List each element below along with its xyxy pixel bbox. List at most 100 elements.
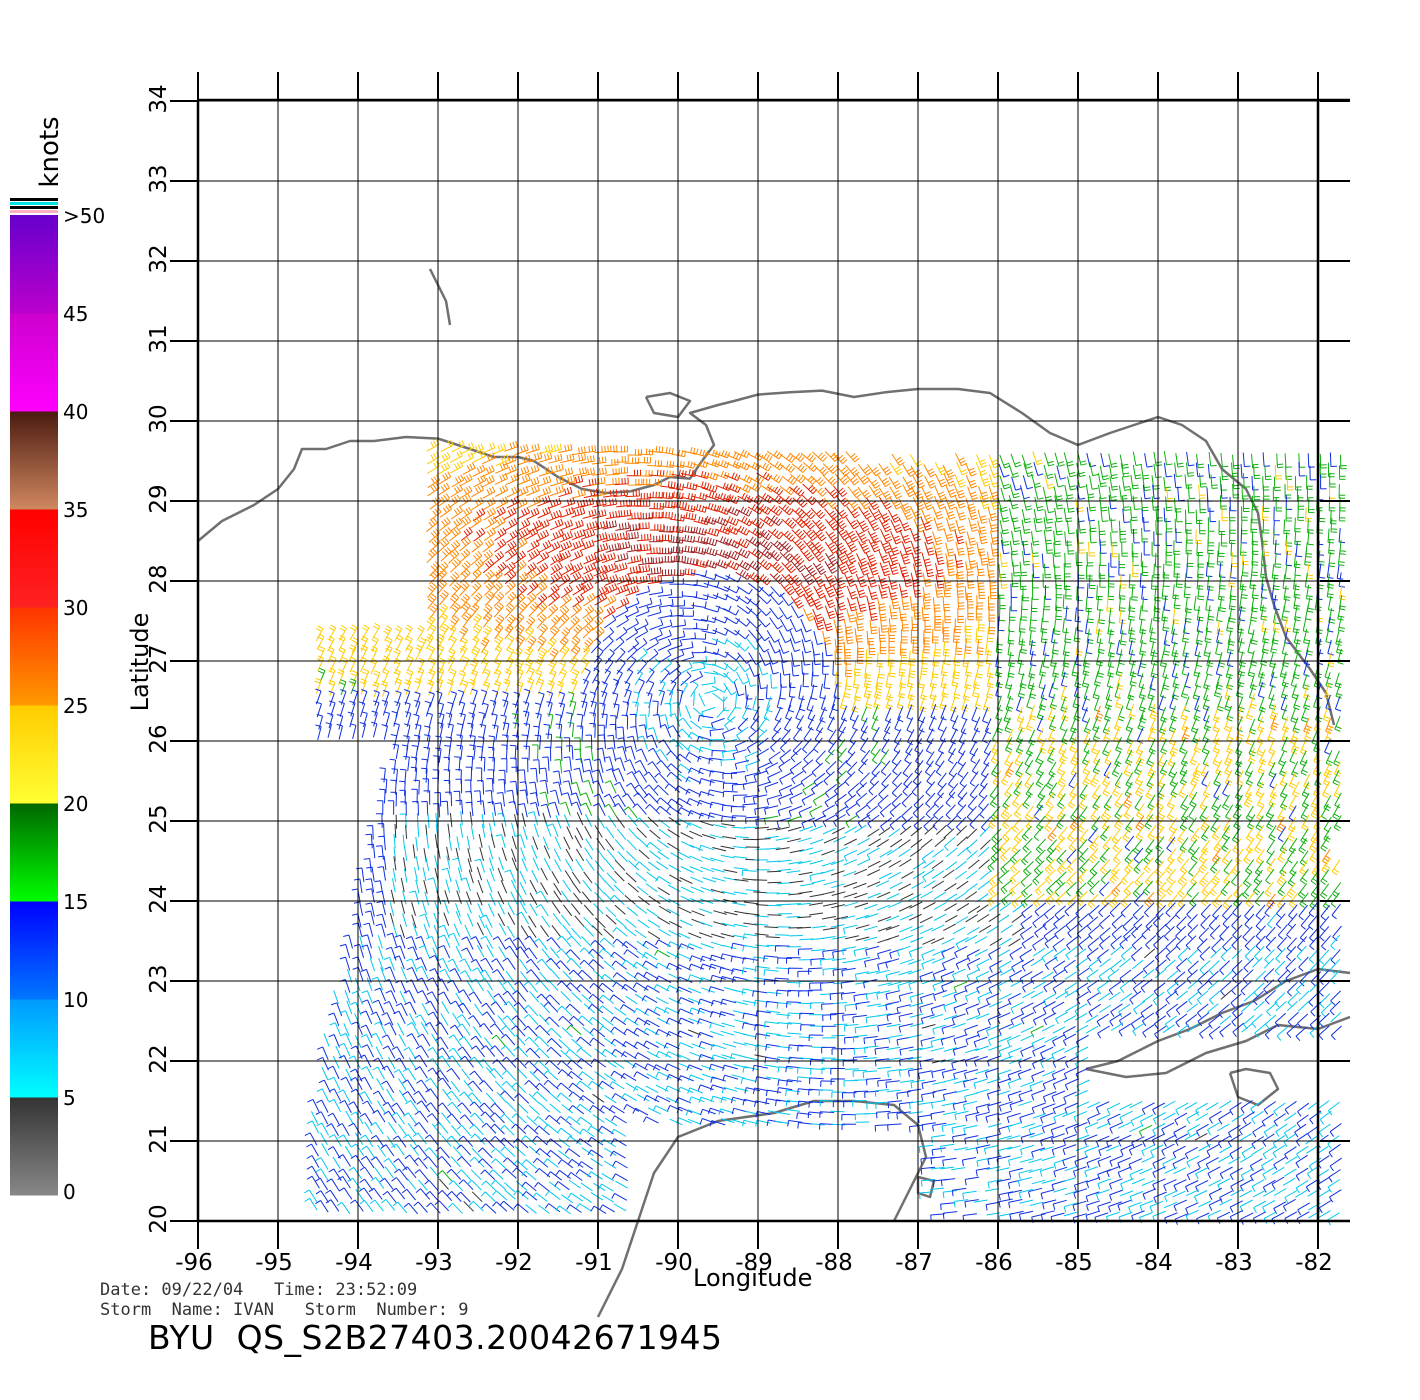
- wind-barb: [871, 748, 881, 765]
- wind-barb: [776, 1002, 792, 1009]
- wind-barb: [1064, 1045, 1078, 1053]
- wind-barb: [1199, 519, 1206, 535]
- wind-barb: [481, 442, 496, 454]
- wind-barb: [1009, 870, 1021, 885]
- wind-barb: [1109, 476, 1119, 491]
- wind-barb: [1196, 574, 1204, 590]
- wind-barb: [1086, 992, 1100, 1006]
- wind-barb: [734, 836, 749, 839]
- wind-barb: [1210, 817, 1219, 834]
- wind-barb: [510, 848, 517, 863]
- wind-barb: [390, 734, 398, 750]
- wind-barb: [1041, 1024, 1055, 1032]
- wind-barb: [403, 1046, 417, 1060]
- wind-barb: [923, 629, 930, 645]
- wind-barb: [535, 712, 542, 729]
- wind-barb: [964, 673, 972, 690]
- wind-barb: [978, 486, 989, 501]
- wind-barb: [922, 530, 934, 545]
- wind-barb: [1140, 628, 1147, 645]
- wind-barb: [637, 659, 647, 675]
- wind-barb: [680, 504, 696, 513]
- wind-barb: [1319, 463, 1327, 478]
- wind-barb: [427, 593, 437, 610]
- wind-barb: [732, 846, 747, 849]
- wind-barb: [1268, 694, 1277, 711]
- wind-barb: [944, 836, 956, 852]
- wind-barb: [423, 879, 428, 894]
- wind-barb: [471, 484, 485, 498]
- wind-barb: [955, 452, 968, 467]
- wind-barb: [756, 559, 772, 571]
- colorbar-tick-label: 20: [63, 792, 88, 816]
- wind-barb: [769, 540, 786, 552]
- wind-barb: [733, 538, 750, 549]
- wind-barb: [852, 1034, 868, 1043]
- wind-barb: [329, 1022, 342, 1036]
- wind-barb: [867, 860, 881, 868]
- wind-barb: [833, 835, 847, 843]
- wind-barb: [887, 551, 899, 566]
- wind-barb: [559, 531, 573, 543]
- wind-barb: [954, 945, 968, 959]
- wind-barb: [876, 596, 887, 612]
- wind-barb: [611, 692, 619, 708]
- wind-barb: [686, 797, 703, 805]
- wind-barb: [482, 558, 495, 574]
- wind-barb: [584, 826, 592, 839]
- wind-barb: [995, 717, 1004, 734]
- wind-barb: [1153, 606, 1161, 622]
- wind-barb: [733, 682, 745, 697]
- wind-barb: [988, 971, 1002, 984]
- wind-barb: [1085, 1025, 1099, 1034]
- wind-barb: [1318, 507, 1326, 523]
- wind-barb: [824, 508, 839, 520]
- wind-barb: [1138, 683, 1147, 700]
- wind-barb: [1078, 847, 1089, 863]
- wind-barb: [865, 1015, 880, 1024]
- wind-barb: [624, 759, 637, 773]
- wind-barb: [791, 538, 807, 551]
- wind-barb: [800, 508, 816, 520]
- wind-barb: [1165, 990, 1178, 1005]
- wind-barb: [412, 844, 416, 859]
- wind-barb: [878, 826, 891, 836]
- wind-barb: [1022, 496, 1033, 511]
- wind-barb: [404, 846, 408, 861]
- wind-barb: [965, 540, 975, 556]
- wind-barb: [376, 900, 386, 916]
- wind-barb: [979, 551, 989, 566]
- wind-barb: [495, 834, 506, 849]
- wind-barb: [1210, 857, 1220, 874]
- wind-barb: [459, 625, 469, 642]
- wind-barb: [471, 646, 481, 663]
- wind-barb: [1232, 924, 1243, 940]
- wind-barb: [1082, 652, 1091, 668]
- wind-barb: [912, 475, 925, 489]
- wind-barb: [1329, 473, 1336, 488]
- wind-barb: [780, 673, 787, 688]
- wind-barb: [954, 553, 964, 568]
- wind-barb: [945, 861, 958, 871]
- wind-barb: [924, 562, 935, 578]
- wind-barb: [682, 557, 698, 566]
- wind-barb: [930, 1047, 945, 1052]
- wind-barb: [424, 725, 431, 742]
- wind-barb: [1034, 485, 1044, 500]
- wind-barb: [1129, 670, 1137, 687]
- wind-barb: [1187, 960, 1199, 976]
- wind-barb: [1077, 451, 1088, 466]
- wind-barb: [668, 491, 684, 500]
- wind-barb: [601, 552, 616, 564]
- wind-barb: [1144, 902, 1155, 918]
- wind-barb: [591, 606, 604, 620]
- wind-barb: [447, 823, 451, 838]
- wind-barb: [693, 516, 710, 526]
- wind-barb: [1036, 728, 1045, 745]
- wind-barb: [557, 1005, 573, 1017]
- wind-barb: [476, 922, 484, 936]
- wind-barb: [546, 713, 554, 729]
- wind-barb: [902, 484, 915, 498]
- wind-barb: [1145, 935, 1157, 950]
- wind-barb: [1198, 927, 1210, 943]
